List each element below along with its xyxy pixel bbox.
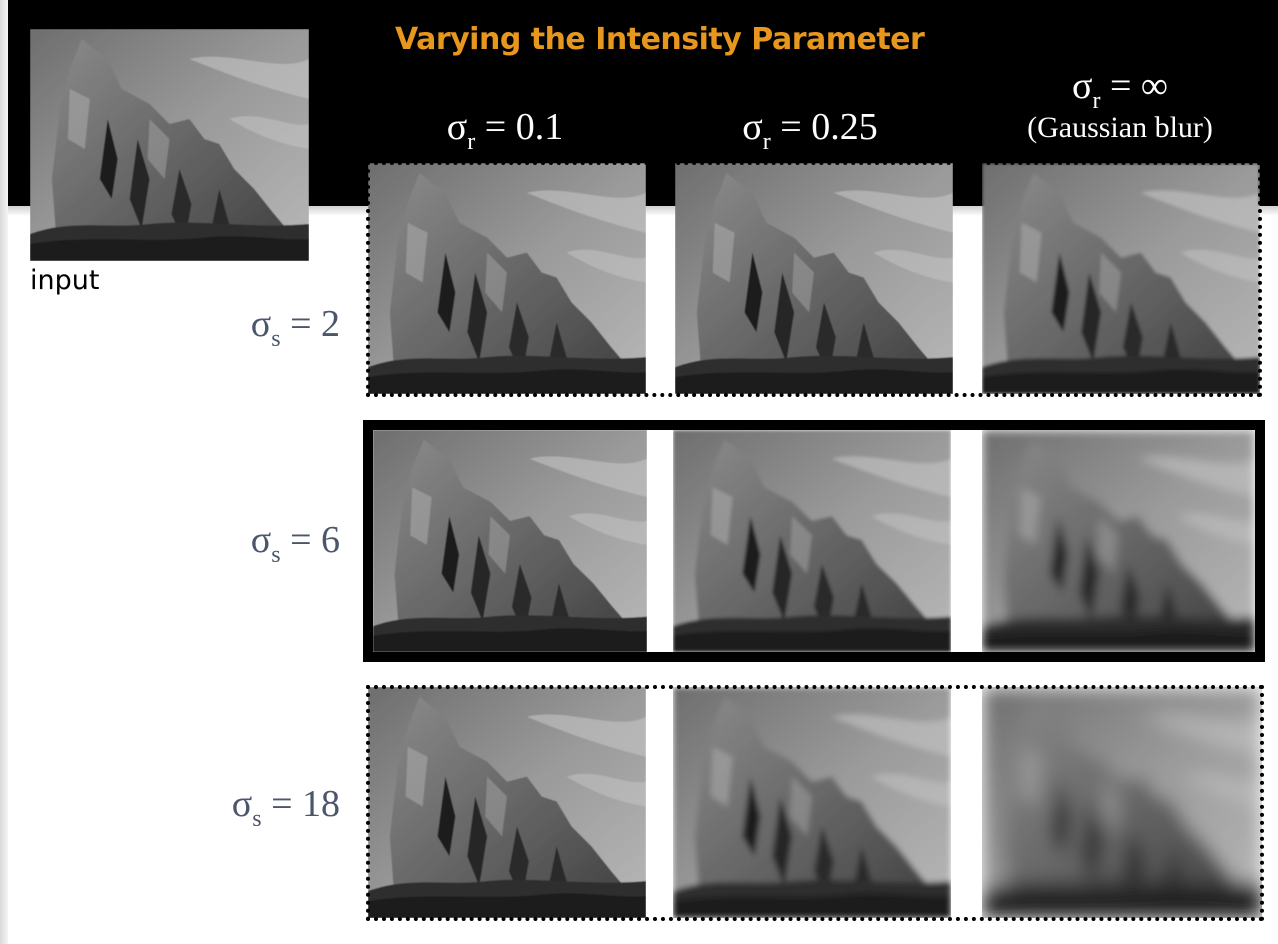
column-value: 0.25 [811,106,878,148]
row-label-sigma-s-6: σs = 6 [250,519,340,568]
column-value: ∞ [1140,65,1168,107]
column-note: (Gaussian blur) [1027,111,1213,144]
left-page-edge [0,0,8,944]
row-symbol: σ [250,303,272,345]
column-subscript: r [467,129,476,155]
row-label-sigma-s-18: σs = 18 [231,783,340,832]
column-header-sigma-r-0.25: σr = 0.25 [742,106,878,155]
row-symbol: σ [231,783,253,825]
input-caption: input [30,265,100,296]
highlight-frame-row-sigma-s-2 [366,161,1262,397]
slide-title: Varying the Intensity Parameter [395,22,925,57]
row-subscript: s [271,326,281,352]
highlight-frame-row-sigma-s-6 [363,420,1265,662]
input-image [30,29,309,261]
highlight-frame-row-sigma-s-18 [366,685,1264,921]
row-subscript: s [252,806,262,832]
row-value: 18 [302,783,340,825]
row-value: 2 [321,303,340,345]
column-subscript: r [762,129,771,155]
column-symbol: σ [1071,65,1093,107]
row-subscript: s [271,542,281,568]
row-label-sigma-s-2: σs = 2 [250,303,340,352]
column-value: 0.1 [515,106,564,148]
column-header-sigma-r-infinity: σr = ∞ (Gaussian blur) [1000,64,1240,145]
column-header-sigma-r-0.1: σr = 0.1 [446,106,564,155]
column-symbol: σ [446,106,468,148]
column-symbol: σ [742,106,763,148]
column-subscript: r [1092,88,1101,114]
row-value: 6 [321,519,340,561]
row-symbol: σ [250,519,272,561]
